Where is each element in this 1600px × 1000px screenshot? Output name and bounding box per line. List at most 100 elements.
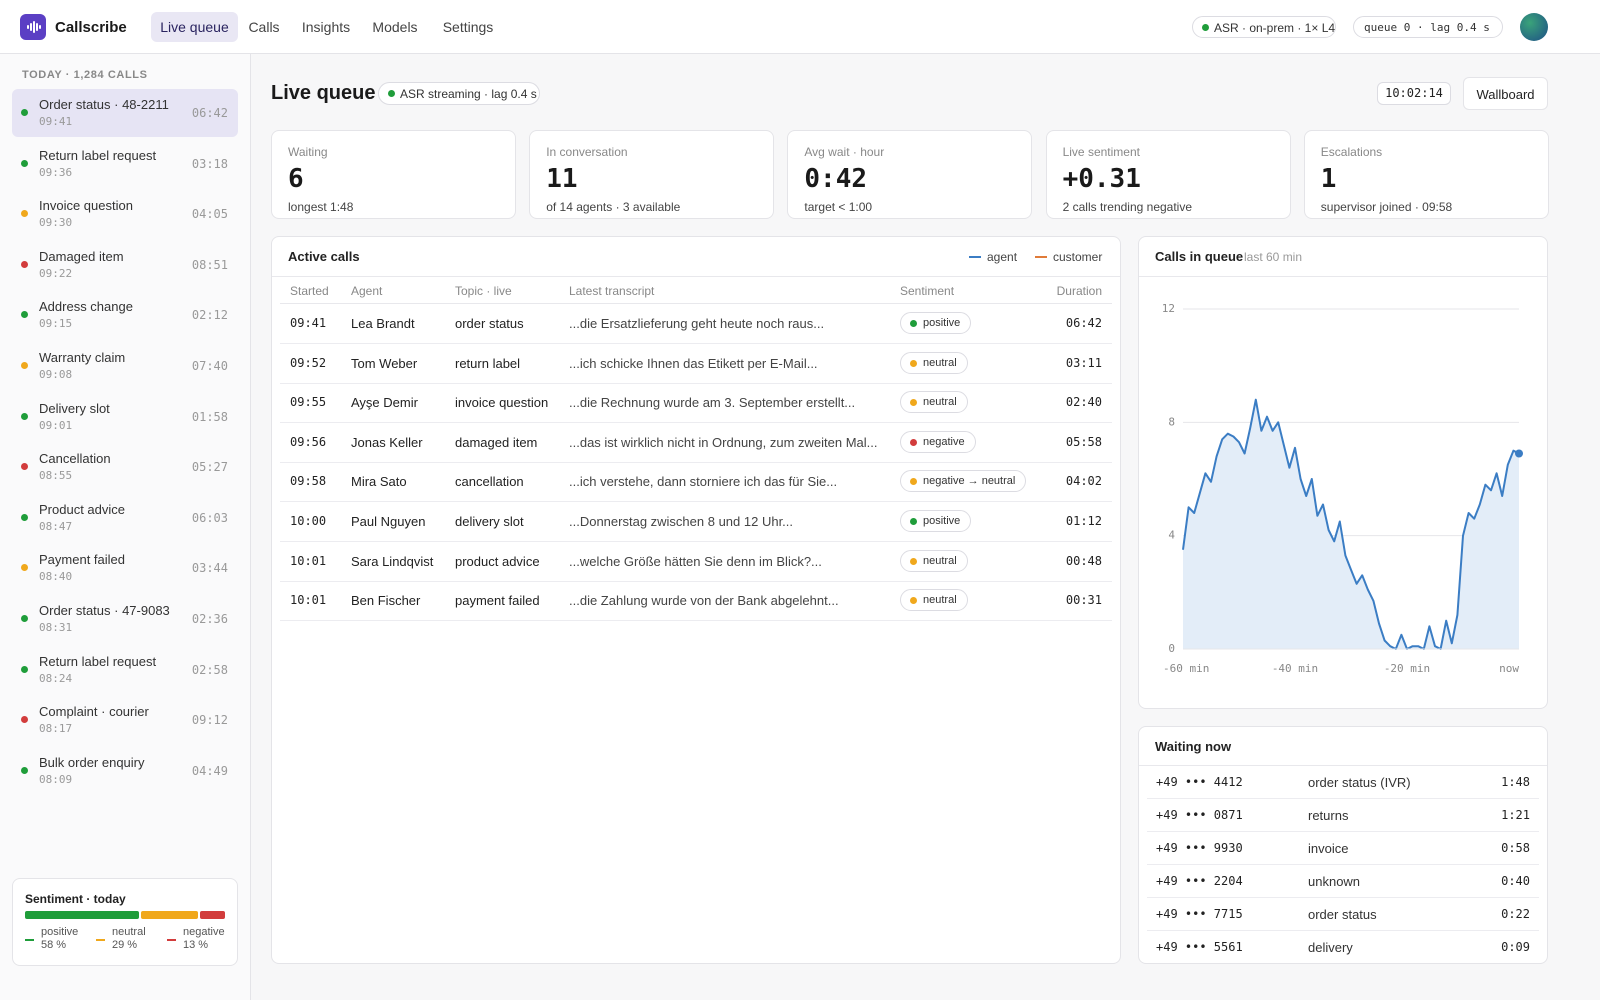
x-tick-label: -60 min <box>1163 662 1209 675</box>
nav-item[interactable]: Insights <box>301 19 351 35</box>
call-row[interactable]: 10:01 Sara Lindqvist product advice ...welc… <box>280 542 1112 582</box>
status-dot <box>910 399 917 407</box>
call-row[interactable]: 10:00 Paul Nguyen delivery slot ...Donnerst… <box>280 502 1112 542</box>
call-title: Address change <box>39 299 133 315</box>
waiting-row[interactable]: +49 ••• 9930 invoice 0:58 <box>1147 832 1539 865</box>
call-title: Product advice <box>39 501 125 517</box>
kpi-note: longest 1:48 <box>288 200 354 214</box>
call-duration: 06:42 <box>191 106 228 120</box>
legend-name: agent <box>987 250 1018 264</box>
transcript: ...ich verstehe, dann storniere ich das … <box>569 474 838 490</box>
call-duration: 03:18 <box>191 156 228 171</box>
y-tick-label: 0 <box>1168 642 1175 655</box>
status-dot <box>388 90 395 97</box>
started: 10:01 <box>290 553 327 568</box>
nav-item[interactable]: Settings <box>442 19 494 35</box>
started: 10:00 <box>290 514 327 528</box>
call-item[interactable]: Order status · 48-2211 09:41 06:42 <box>12 89 238 137</box>
avatar[interactable] <box>1520 13 1548 41</box>
end-point <box>1515 449 1523 458</box>
call-item[interactable]: Payment failed 08:40 03:44 <box>12 544 238 592</box>
nav-item[interactable]: Models <box>372 19 418 35</box>
call-time: 09:41 <box>39 115 73 128</box>
call-item[interactable]: Complaint · courier 08:17 09:12 <box>12 696 238 744</box>
clock: 10:02:14 <box>1377 82 1451 105</box>
waiting-row[interactable]: +49 ••• 2204 unknown 0:40 <box>1147 865 1539 898</box>
top-bar: Callscribe Live queue Calls Insights Models S… <box>0 0 1600 54</box>
topic: order status (IVR) <box>1308 775 1411 790</box>
column-header: Started <box>290 284 329 298</box>
transcript: ...das ist wirklich nicht in Ordnung, zu… <box>569 434 878 450</box>
sentiment-pill: negative → neutral <box>900 470 1027 493</box>
started: 09:56 <box>290 434 327 449</box>
waiting-row[interactable]: +49 ••• 0871 returns 1:21 <box>1147 799 1539 832</box>
legend-value: 58 % <box>41 939 67 951</box>
duration: 00:48 <box>1065 553 1102 568</box>
sentiment-pill: neutral <box>900 589 968 612</box>
waiting-row[interactable]: +49 ••• 4412 order status (IVR) 1:48 <box>1147 766 1539 799</box>
call-item[interactable]: Order status · 47-9083 08:31 02:36 <box>12 595 238 643</box>
call-item[interactable]: Return label request 09:36 03:18 <box>12 140 238 188</box>
kpi-value: 6 <box>288 164 304 194</box>
kpi-card: Escalations 1 supervisor joined · 09:58 <box>1303 130 1549 219</box>
wait: 1:48 <box>1501 775 1530 789</box>
logo-bar <box>36 23 38 31</box>
call-item[interactable]: Return label request 08:24 02:58 <box>12 646 238 694</box>
call-title: Order status · 48-2211 <box>39 97 169 112</box>
sentiment-title: Sentiment · today <box>25 892 126 906</box>
wallboard-button[interactable]: Wallboard <box>1463 77 1548 110</box>
call-row[interactable]: 10:01 Ben Fischer payment failed ...die Zah… <box>280 581 1112 622</box>
status-dot <box>910 597 917 605</box>
status-dot <box>910 320 917 327</box>
waiting-row[interactable]: +49 ••• 7715 order status 0:22 <box>1147 898 1539 931</box>
transcript: ...die Rechnung wurde am 3. September er… <box>569 395 856 411</box>
call-item[interactable]: Bulk order enquiry 08:09 04:49 <box>12 747 238 795</box>
nav-item[interactable]: Calls <box>248 19 280 35</box>
call-title: Invoice question <box>39 198 133 214</box>
call-duration: 09:12 <box>191 713 228 728</box>
legend-value: 13 % <box>183 939 209 951</box>
status-dot <box>21 564 28 572</box>
call-row[interactable]: 09:58 Mira Sato cancellation ...ich versteh… <box>280 462 1112 503</box>
wait: 0:09 <box>1501 940 1530 954</box>
kpi-value: 1 <box>1320 164 1337 194</box>
badge-text: ASR streaming · lag 0.4 s <box>400 87 537 101</box>
active-calls-card: Active calls agent customer Started Agent Top… <box>271 236 1121 964</box>
status-dot <box>21 766 28 774</box>
call-duration: 02:12 <box>191 308 228 323</box>
wait: 0:22 <box>1501 907 1530 921</box>
kpi-label: Waiting <box>288 145 328 159</box>
call-time: 09:36 <box>39 165 73 179</box>
call-row[interactable]: 09:56 Jonas Keller damaged item ...das ist … <box>280 423 1112 463</box>
call-item[interactable]: Damaged item 09:22 08:51 <box>12 241 238 289</box>
waiting-row[interactable]: +49 ••• 5561 delivery 0:09 <box>1147 931 1539 964</box>
call-row[interactable]: 09:55 Ayşe Demir invoice question ...die Re… <box>280 383 1112 424</box>
status-dot <box>21 412 28 420</box>
legend-swatch <box>1035 256 1047 258</box>
waiting-card: Waiting now +49 ••• 4412 order status (IVR… <box>1138 726 1548 964</box>
call-row[interactable]: 09:52 Tom Weber return label ...ich schicke… <box>280 344 1112 384</box>
kpi-value: 0:42 <box>804 164 868 194</box>
started: 09:41 <box>290 316 327 330</box>
call-duration: 05:27 <box>191 460 228 475</box>
call-row[interactable]: 09:41 Lea Brandt order status ...die Ersatz… <box>280 304 1112 344</box>
call-item[interactable]: Delivery slot 09:01 01:58 <box>12 393 238 441</box>
status-dot <box>910 478 917 486</box>
call-duration: 08:51 <box>191 257 228 272</box>
sentiment-pill: positive <box>900 312 972 334</box>
call-item[interactable]: Product advice 08:47 06:03 <box>12 494 238 542</box>
call-item[interactable]: Warranty claim 09:08 07:40 <box>12 342 238 390</box>
caller: +49 ••• 5561 <box>1156 940 1243 954</box>
call-item[interactable]: Invoice question 09:30 04:05 <box>12 190 238 238</box>
stream-badge: ASR streaming · lag 0.4 s <box>378 82 540 105</box>
status-text: ASR · on-prem · 1× L4 <box>1214 21 1336 35</box>
call-item[interactable]: Address change 09:15 02:12 <box>12 291 238 339</box>
call-item[interactable]: Cancellation 08:55 05:27 <box>12 443 238 491</box>
nav-item[interactable]: Live queue <box>151 12 238 42</box>
divider <box>272 276 1120 277</box>
legend-swatch <box>25 939 34 941</box>
wait: 0:58 <box>1501 841 1530 855</box>
card-title: Waiting now <box>1155 739 1232 754</box>
status-dot <box>910 518 917 525</box>
